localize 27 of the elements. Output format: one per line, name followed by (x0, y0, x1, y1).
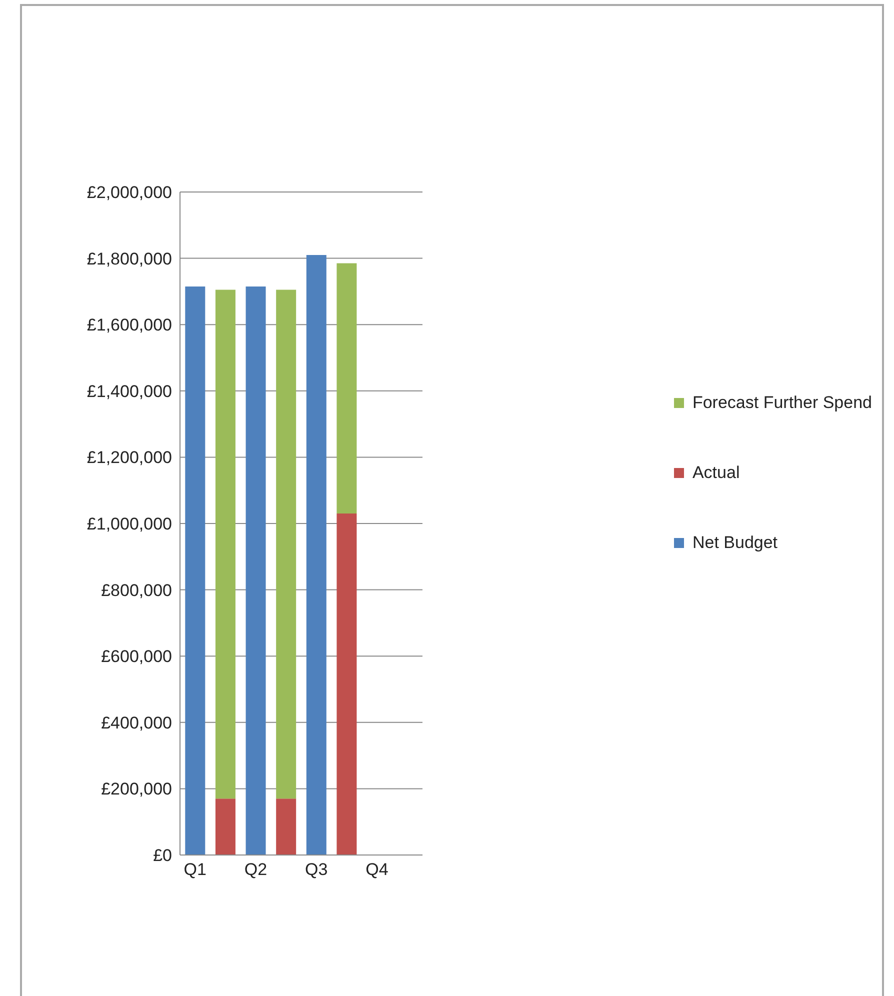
x-tick-label: Q4 (366, 860, 388, 880)
y-tick-label: £1,400,000 (86, 382, 172, 401)
bar (336, 514, 357, 855)
x-tick-label: Q2 (244, 860, 268, 880)
y-tick-label: £1,200,000 (86, 448, 172, 468)
legend-label: Actual (692, 463, 740, 483)
y-tick-label: £800,000 (101, 580, 172, 600)
bar (276, 798, 296, 855)
bar (215, 798, 236, 855)
y-tick-label: £1,000,000 (86, 514, 172, 534)
y-tick-label: £1,600,000 (86, 316, 172, 335)
y-tick-label: £1,800,000 (86, 249, 172, 268)
y-tick-label: £0 (153, 846, 172, 866)
bar (185, 286, 206, 855)
bar (336, 263, 357, 514)
y-tick-label: £400,000 (101, 713, 172, 732)
bar (276, 290, 296, 799)
bar (306, 254, 326, 855)
x-tick-label: Q3 (305, 860, 328, 880)
y-tick-label: £2,000,000 (86, 183, 172, 202)
y-tick-label: £200,000 (101, 780, 172, 799)
legend-label: Net Budget (692, 533, 778, 553)
bar (246, 286, 266, 855)
bar (215, 290, 236, 799)
x-tick-label: Q1 (184, 860, 206, 880)
legend-label: Forecast Further Spend (692, 393, 872, 413)
y-tick-label: £600,000 (101, 647, 172, 666)
